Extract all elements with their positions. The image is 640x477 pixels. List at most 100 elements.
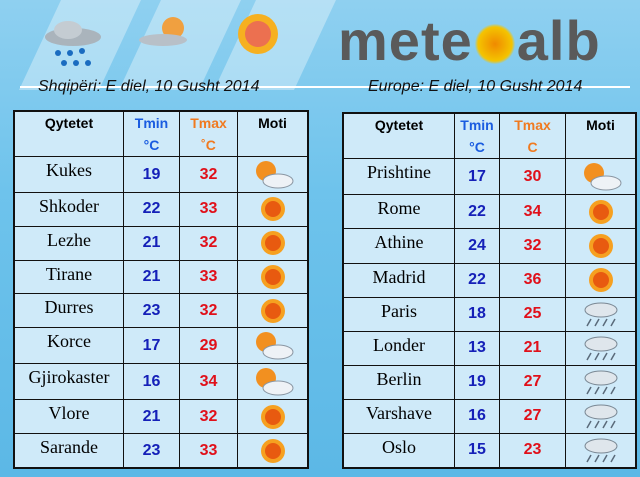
city-name: Shkoder: [13, 192, 124, 227]
city-name: Kukes: [13, 155, 124, 194]
tmax-value: 34: [499, 194, 566, 230]
table-row: Madrid 22 36: [342, 262, 637, 298]
city-name: Madrid: [342, 262, 455, 298]
sun-icon: [237, 192, 309, 227]
city-name: Korce: [13, 327, 124, 365]
tmin-value: 19: [123, 155, 180, 194]
col-tmax: Tmax ˚C: [179, 110, 238, 157]
city-name: Londer: [342, 330, 455, 366]
albania-weather-table: Qytetet Tmin °C Tmax ˚C Moti Kukes 19 32 Sh…: [13, 110, 309, 469]
rain-cloud-icon: [565, 398, 637, 434]
tmin-value: 23: [123, 293, 180, 329]
city-name: Varshave: [342, 398, 455, 434]
col-city: Qytetet: [342, 112, 455, 159]
table-row: Athine 24 32: [342, 228, 637, 264]
sun-icon: [237, 433, 309, 469]
col-tmin: Tmin °C: [123, 110, 180, 157]
table-row: Vlore 21 32: [13, 399, 309, 435]
tmin-value: 22: [454, 262, 500, 298]
table-row: Rome 22 34: [342, 194, 637, 230]
tmax-value: 27: [499, 398, 566, 434]
table-row: Shkoder 22 33: [13, 192, 309, 227]
col-weather: Moti: [565, 112, 637, 159]
tmin-value: 24: [454, 228, 500, 264]
tmax-value: 33: [179, 433, 238, 469]
tmax-value: 32: [179, 225, 238, 261]
tmax-value: 32: [179, 155, 238, 194]
tmin-value: 22: [454, 194, 500, 230]
tmax-value: 32: [499, 228, 566, 264]
sun-icon: [565, 194, 637, 230]
tmax-value: 32: [179, 399, 238, 435]
city-name: Rome: [342, 194, 455, 230]
tmax-value: 21: [499, 330, 566, 366]
city-name: Tirane: [13, 259, 124, 295]
city-name: Lezhe: [13, 225, 124, 261]
tmax-value: 25: [499, 296, 566, 332]
table-row: Korce 17 29: [13, 327, 309, 365]
rain-cloud-icon: [565, 296, 637, 332]
sun-cloud-icon: [237, 363, 309, 401]
table-row: Kukes 19 32: [13, 155, 309, 194]
rain-cloud-icon: [565, 364, 637, 400]
header-row: Qytetet Tmin °C Tmax ˚C Moti: [13, 110, 309, 157]
tmin-value: 18: [454, 296, 500, 332]
col-tmin: Tmin °C: [454, 112, 500, 159]
tmax-value: 30: [499, 157, 566, 196]
city-name: Oslo: [342, 432, 455, 469]
sun-icon: [565, 262, 637, 298]
tmin-value: 17: [454, 157, 500, 196]
table-row: Prishtine 17 30: [342, 157, 637, 196]
table-row: Sarande 23 33: [13, 433, 309, 469]
tmax-value: 27: [499, 364, 566, 400]
rain-cloud-icon: [565, 432, 637, 469]
sun-cloud-icon: [237, 327, 309, 365]
city-name: Gjirokaster: [13, 363, 124, 401]
divider: [20, 86, 630, 88]
table-row: Gjirokaster 16 34: [13, 363, 309, 401]
sun-cloud-icon: [565, 157, 637, 196]
meteoalb-logo: mete alb: [338, 9, 601, 72]
city-name: Durres: [13, 293, 124, 329]
city-name: Prishtine: [342, 157, 455, 196]
rain-cloud-icon: [565, 330, 637, 366]
col-weather: Moti: [237, 110, 309, 157]
tmin-value: 16: [454, 398, 500, 434]
sun-icon: [565, 228, 637, 264]
sun-icon: [237, 225, 309, 261]
tmin-value: 15: [454, 432, 500, 469]
table-row: Varshave 16 27: [342, 398, 637, 434]
table-row: Paris 18 25: [342, 296, 637, 332]
tmax-value: 32: [179, 293, 238, 329]
tmax-value: 33: [179, 259, 238, 295]
table-row: Durres 23 32: [13, 293, 309, 329]
col-tmax: Tmax C: [499, 112, 566, 159]
city-name: Sarande: [13, 433, 124, 469]
table-row: Berlin 19 27: [342, 364, 637, 400]
city-name: Berlin: [342, 364, 455, 400]
sun-cloud-icon: [139, 17, 187, 46]
table-row: Tirane 21 33: [13, 259, 309, 295]
tmin-value: 21: [123, 225, 180, 261]
europe-date: Europe: E diel, 10 Gusht 2014: [368, 78, 583, 95]
sun-icon: [237, 293, 309, 329]
table-row: Lezhe 21 32: [13, 225, 309, 261]
tmin-value: 23: [123, 433, 180, 469]
tmin-value: 16: [123, 363, 180, 401]
tmax-value: 34: [179, 363, 238, 401]
sun-icon: [237, 259, 309, 295]
table-row: Londer 13 21: [342, 330, 637, 366]
tmin-value: 17: [123, 327, 180, 365]
city-name: Paris: [342, 296, 455, 332]
header-row: Qytetet Tmin °C Tmax C Moti: [342, 112, 637, 159]
albania-date: Shqipëri: E diel, 10 Gusht 2014: [38, 78, 260, 95]
tmax-value: 33: [179, 192, 238, 227]
tmin-value: 22: [123, 192, 180, 227]
city-name: Vlore: [13, 399, 124, 435]
tmax-value: 23: [499, 432, 566, 469]
tmin-value: 13: [454, 330, 500, 366]
rain-cloud-icon: [45, 21, 101, 66]
tmin-value: 21: [123, 259, 180, 295]
tmin-value: 21: [123, 399, 180, 435]
sun-icon: [237, 399, 309, 435]
